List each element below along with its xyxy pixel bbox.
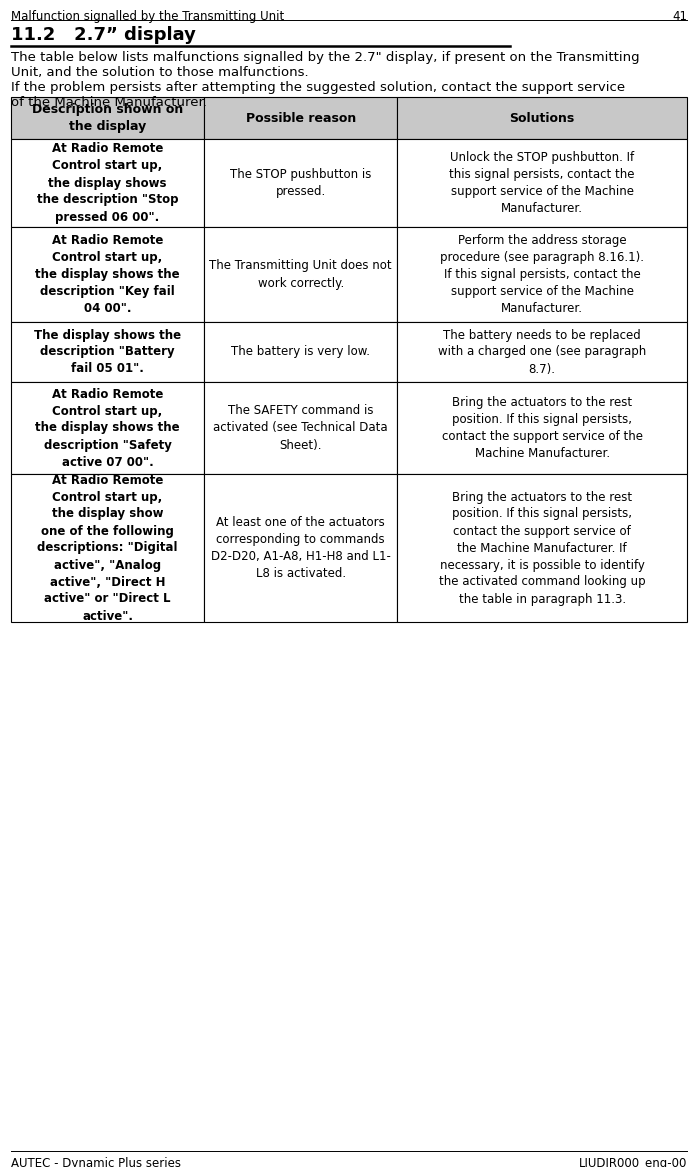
Bar [204, 382, 397, 474]
Text: Bring the actuators to the rest
position. If this signal persists,
contact the s: Bring the actuators to the rest position… [442, 396, 643, 460]
Bar [397, 322, 687, 382]
Text: The Transmitting Unit does not
work correctly.: The Transmitting Unit does not work corr… [209, 259, 392, 289]
Text: Description shown on
the display: Description shown on the display [32, 103, 183, 133]
Bar [204, 322, 397, 382]
Text: LIUDJR000_eng-00: LIUDJR000_eng-00 [579, 1156, 687, 1167]
Bar [397, 97, 687, 139]
Text: The table below lists malfunctions signalled by the 2.7" display, if present on : The table below lists malfunctions signa… [11, 51, 639, 64]
Bar [397, 382, 687, 474]
Bar [204, 139, 397, 228]
Text: At least one of the actuators
corresponding to commands
D2-D20, A1-A8, H1-H8 and: At least one of the actuators correspond… [211, 516, 391, 580]
Text: Unit, and the solution to those malfunctions.: Unit, and the solution to those malfunct… [11, 67, 309, 79]
Bar [397, 139, 687, 228]
Bar [204, 474, 397, 622]
Bar [204, 97, 397, 139]
Text: AUTEC - Dynamic Plus series: AUTEC - Dynamic Plus series [11, 1156, 181, 1167]
Text: The battery is very low.: The battery is very low. [231, 345, 370, 358]
Text: Bring the actuators to the rest
position. If this signal persists,
contact the s: Bring the actuators to the rest position… [439, 490, 646, 606]
Bar [11, 97, 204, 139]
Bar [397, 228, 687, 322]
Text: At Radio Remote
Control start up,
the display show
one of the following
descript: At Radio Remote Control start up, the di… [37, 474, 178, 622]
Text: 41: 41 [672, 11, 687, 23]
Bar [11, 139, 204, 228]
Text: The STOP pushbutton is
pressed.: The STOP pushbutton is pressed. [230, 168, 371, 198]
Bar [11, 228, 204, 322]
Bar [204, 228, 397, 322]
Text: of the Machine Manufacturer.: of the Machine Manufacturer. [11, 96, 207, 109]
Text: Unlock the STOP pushbutton. If
this signal persists, contact the
support service: Unlock the STOP pushbutton. If this sign… [450, 151, 635, 215]
Bar [11, 474, 204, 622]
Text: Solutions: Solutions [510, 112, 574, 125]
Text: 11.2   2.7” display: 11.2 2.7” display [11, 26, 196, 44]
Text: The display shows the
description "Battery
fail 05 01".: The display shows the description "Batte… [34, 328, 181, 376]
Text: Malfunction signalled by the Transmitting Unit: Malfunction signalled by the Transmittin… [11, 11, 284, 23]
Text: At Radio Remote
Control start up,
the display shows the
description "Key fail
04: At Radio Remote Control start up, the di… [36, 235, 180, 315]
Text: Perform the address storage
procedure (see paragraph 8.16.1).
If this signal per: Perform the address storage procedure (s… [440, 235, 644, 315]
Text: The SAFETY command is
activated (see Technical Data
Sheet).: The SAFETY command is activated (see Tec… [214, 405, 388, 452]
Text: Possible reason: Possible reason [246, 112, 356, 125]
Bar [11, 322, 204, 382]
Text: At Radio Remote
Control start up,
the display shows the
description "Safety
acti: At Radio Remote Control start up, the di… [36, 387, 180, 468]
Text: If the problem persists after attempting the suggested solution, contact the sup: If the problem persists after attempting… [11, 81, 625, 95]
Text: The battery needs to be replaced
with a charged one (see paragraph
8.7).: The battery needs to be replaced with a … [438, 328, 646, 376]
Text: At Radio Remote
Control start up,
the display shows
the description "Stop
presse: At Radio Remote Control start up, the di… [37, 142, 178, 224]
Bar [397, 474, 687, 622]
Bar [11, 382, 204, 474]
